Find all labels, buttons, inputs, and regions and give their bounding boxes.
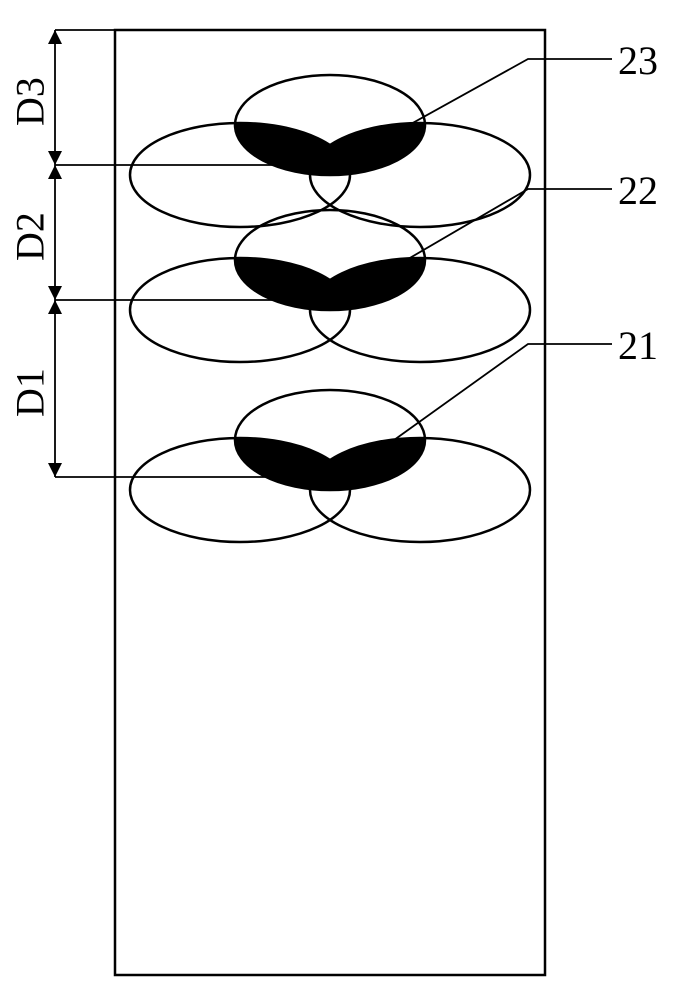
dimension-label: D1 [7,362,54,422]
diagram-stage: D1 D2 D3 21 22 23 [0,0,694,1000]
callout-label: 22 [618,167,658,214]
dimension-label: D3 [7,71,54,131]
callout-label: 23 [618,37,658,84]
dimension-label: D2 [7,206,54,266]
callout-label: 21 [618,322,658,369]
diagram-svg [0,0,694,1000]
